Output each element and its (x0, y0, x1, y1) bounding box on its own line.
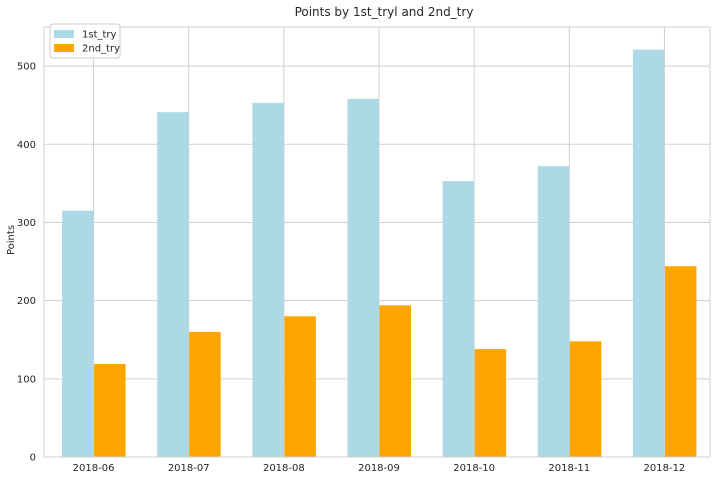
bar-2nd-try-2018-09 (379, 305, 411, 457)
bar-2nd-try-2018-07 (189, 331, 221, 457)
x-tick-label: 2018-12 (644, 463, 686, 474)
bar-1st-try-2018-12 (632, 49, 665, 457)
x-tick-labels: 2018-06 2018-07 2018-08 2018-09 2018-10 2018-… (73, 463, 686, 474)
x-tick-label: 2018-08 (263, 463, 305, 474)
plot-frame (43, 26, 711, 458)
bars-group (62, 49, 697, 457)
legend-label-1st-try: 1st_try (82, 30, 117, 41)
bar-2nd-try-2018-10 (474, 349, 507, 457)
y-tick-label: 100 (17, 374, 36, 385)
bar-1st-try-2018-10 (442, 181, 475, 457)
bar-1st-try-2018-08 (252, 102, 284, 457)
y-tick-label: 300 (17, 218, 36, 229)
x-tick-label: 2018-09 (358, 463, 400, 474)
bar-2nd-try-2018-12 (664, 266, 697, 457)
x-tick-label: 2018-10 (453, 463, 495, 474)
y-tick-label: 200 (17, 296, 36, 307)
y-tick-label: 0 (30, 453, 36, 464)
chart-title: Points by 1st_tryl and 2nd_try (295, 5, 474, 19)
legend: 1st_try 2nd_try (49, 23, 121, 59)
bar-2nd-try-2018-08 (284, 316, 316, 457)
bar-2nd-try-2018-11 (569, 341, 602, 457)
bar-1st-try-2018-06 (62, 210, 94, 457)
legend-label-2nd-try: 2nd_try (82, 44, 120, 55)
legend-swatch-1st-try (54, 30, 74, 38)
legend-swatch-2nd-try (54, 44, 74, 52)
x-tick-label: 2018-11 (548, 463, 590, 474)
y-tick-label: 400 (17, 140, 36, 151)
bar-1st-try-2018-11 (537, 166, 570, 457)
bar-2nd-try-2018-06 (94, 363, 126, 457)
bar-1st-try-2018-09 (347, 98, 379, 457)
y-axis-label: Points (6, 225, 17, 255)
y-tick-labels: 0 100 200 300 400 500 (17, 62, 36, 464)
bar-1st-try-2018-07 (157, 112, 189, 457)
y-tick-label: 500 (17, 62, 36, 73)
x-tick-label: 2018-07 (168, 463, 210, 474)
x-tick-label: 2018-06 (73, 463, 115, 474)
